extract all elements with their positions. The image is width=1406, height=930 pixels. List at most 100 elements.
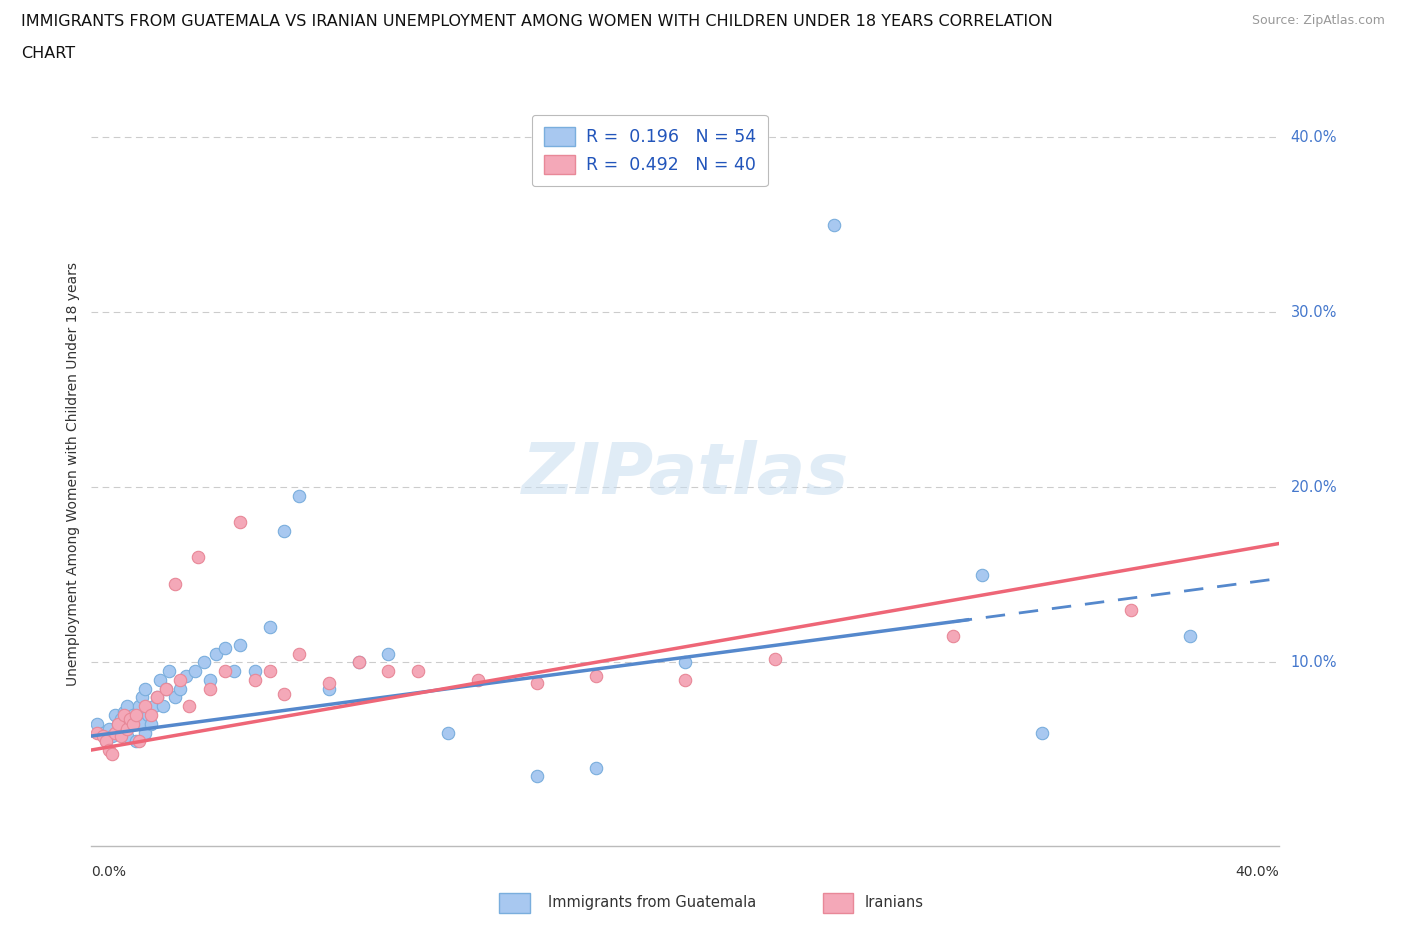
Point — [259, 664, 281, 679]
Point — [157, 664, 180, 679]
Point — [107, 716, 129, 731]
Point — [273, 524, 295, 538]
Point — [110, 728, 132, 743]
Point — [526, 676, 548, 691]
Point — [176, 669, 198, 684]
Point — [145, 690, 167, 705]
Point — [91, 728, 114, 743]
Point — [169, 672, 191, 687]
Text: ZIPatlas: ZIPatlas — [522, 440, 849, 509]
Point — [187, 550, 209, 565]
Point — [104, 708, 127, 723]
Point — [107, 716, 129, 731]
Point — [1180, 629, 1202, 644]
Point — [125, 711, 148, 726]
Point — [122, 708, 145, 723]
Point — [98, 742, 121, 757]
Point — [134, 725, 156, 740]
Text: 30.0%: 30.0% — [1291, 305, 1337, 320]
Point — [942, 629, 965, 644]
Point — [86, 716, 108, 731]
Text: Source: ZipAtlas.com: Source: ZipAtlas.com — [1251, 14, 1385, 27]
Point — [273, 686, 295, 701]
Point — [436, 725, 458, 740]
Text: 20.0%: 20.0% — [1291, 480, 1337, 495]
Point — [163, 577, 186, 591]
Point — [288, 646, 311, 661]
Point — [222, 664, 245, 679]
Point — [318, 682, 340, 697]
Point — [259, 620, 281, 635]
Point — [823, 218, 845, 232]
Point — [101, 746, 124, 761]
Point — [467, 672, 489, 687]
Point — [214, 641, 236, 656]
Point — [377, 664, 399, 679]
Point — [585, 669, 607, 684]
Point — [406, 664, 429, 679]
Text: Iranians: Iranians — [865, 895, 924, 910]
Point — [155, 682, 177, 697]
Point — [169, 682, 191, 697]
Point — [125, 708, 148, 723]
Point — [134, 682, 156, 697]
Point — [377, 646, 399, 661]
Point — [763, 652, 786, 667]
Point — [104, 725, 127, 740]
Point — [152, 698, 174, 713]
Text: 40.0%: 40.0% — [1236, 865, 1279, 879]
Point — [122, 716, 145, 731]
Point — [115, 722, 138, 737]
Point — [142, 698, 165, 713]
Point — [155, 682, 177, 697]
Point — [1031, 725, 1053, 740]
Point — [139, 708, 162, 723]
Point — [347, 655, 370, 670]
Point — [98, 722, 121, 737]
Point — [110, 725, 132, 740]
Point — [200, 682, 222, 697]
Text: 10.0%: 10.0% — [1291, 655, 1337, 670]
Point — [139, 716, 162, 731]
Point — [229, 638, 252, 653]
Point — [112, 704, 135, 719]
Point — [128, 698, 150, 713]
Point — [128, 734, 150, 749]
Point — [179, 698, 201, 713]
Point — [115, 728, 138, 743]
Point — [972, 567, 994, 582]
Point — [149, 672, 172, 687]
Point — [288, 489, 311, 504]
Legend: R =  0.196   N = 54, R =  0.492   N = 40: R = 0.196 N = 54, R = 0.492 N = 40 — [531, 114, 768, 186]
Point — [125, 734, 148, 749]
Point — [131, 716, 153, 731]
Point — [585, 760, 607, 775]
Y-axis label: Unemployment Among Women with Children Under 18 years: Unemployment Among Women with Children U… — [66, 262, 80, 686]
Point — [134, 698, 156, 713]
Point — [214, 664, 236, 679]
Point — [96, 734, 118, 749]
Point — [118, 711, 141, 726]
Point — [673, 655, 696, 670]
Text: 0.0%: 0.0% — [91, 865, 127, 879]
Point — [243, 664, 266, 679]
Text: Immigrants from Guatemala: Immigrants from Guatemala — [548, 895, 756, 910]
Point — [318, 676, 340, 691]
Point — [205, 646, 228, 661]
Point — [91, 725, 114, 740]
Point — [112, 708, 135, 723]
Point — [145, 690, 167, 705]
Point — [96, 734, 118, 749]
Point — [101, 728, 124, 743]
Point — [193, 655, 215, 670]
Point — [136, 708, 159, 723]
Text: CHART: CHART — [21, 46, 75, 61]
Point — [184, 664, 207, 679]
Point — [131, 690, 153, 705]
Text: 40.0%: 40.0% — [1291, 130, 1337, 145]
Point — [1119, 603, 1142, 618]
Point — [229, 515, 252, 530]
Point — [163, 690, 186, 705]
Point — [110, 711, 132, 726]
Point — [347, 655, 370, 670]
